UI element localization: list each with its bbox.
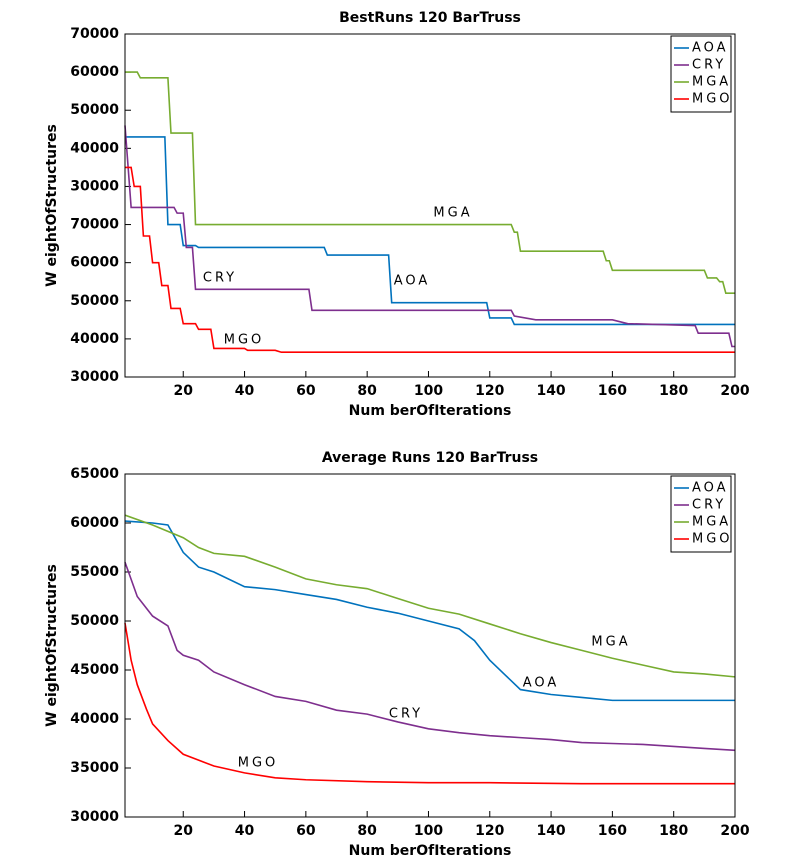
x-tick-label: 200	[720, 823, 749, 839]
y-tick-label: 55000	[70, 564, 119, 580]
annotation: MGA	[591, 635, 630, 650]
series-line	[124, 520, 735, 702]
y-tick-label: 40000	[70, 331, 119, 347]
x-tick-label: 120	[475, 823, 504, 839]
annotation: CRY	[203, 271, 237, 286]
y-tick-label: 70000	[70, 217, 119, 233]
x-tick-label: 20	[173, 383, 193, 399]
x-tick-label: 200	[720, 383, 749, 399]
legend-label: AOA	[692, 41, 729, 56]
annotation: MGO	[224, 333, 265, 348]
x-tick-label: 160	[598, 383, 627, 399]
series-line	[124, 125, 735, 348]
legend-label: AOA	[692, 481, 729, 496]
legend-label: MGA	[692, 515, 731, 530]
y-tick-label: 60000	[70, 515, 119, 531]
y-tick-label: 60000	[70, 255, 119, 271]
x-tick-label: 80	[357, 383, 377, 399]
y-tick-label: 30000	[70, 178, 119, 194]
y-tick-label: 40000	[70, 711, 119, 727]
x-tick-label: 80	[357, 823, 377, 839]
series-line	[125, 166, 735, 354]
x-tick-label: 60	[296, 383, 316, 399]
y-tick-label: 30000	[70, 369, 119, 385]
y-tick-label: 60000	[70, 64, 119, 80]
x-tick-label: 100	[414, 383, 443, 399]
x-tick-label: 100	[414, 823, 443, 839]
annotation: AOA	[394, 274, 431, 289]
x-tick-label: 140	[536, 383, 565, 399]
y-axis-label: W eightOfStructures	[44, 124, 60, 287]
y-tick-label: 50000	[70, 613, 119, 629]
annotation: MGO	[238, 756, 279, 771]
y-tick-label: 70000	[70, 26, 119, 42]
series-line	[124, 622, 735, 785]
chart-title: BestRuns 120 BarTruss	[339, 10, 521, 26]
annotation: AOA	[523, 676, 560, 691]
x-tick-label: 40	[235, 383, 255, 399]
x-axis-label: Num berOfIterations	[349, 843, 512, 859]
annotation: CRY	[389, 707, 423, 722]
y-tick-label: 65000	[70, 466, 119, 482]
y-tick-label: 40000	[70, 140, 119, 156]
legend-label: CRY	[692, 58, 726, 73]
x-tick-label: 180	[659, 383, 688, 399]
x-tick-label: 140	[536, 823, 565, 839]
x-axis-label: Num berOfIterations	[349, 403, 512, 419]
x-tick-label: 60	[296, 823, 316, 839]
y-tick-label: 30000	[70, 809, 119, 825]
y-axis-label: W eightOfStructures	[44, 564, 60, 727]
x-tick-label: 120	[475, 383, 504, 399]
series-line	[124, 514, 736, 678]
chart-title: Average Runs 120 BarTruss	[322, 450, 538, 466]
series-line	[125, 136, 735, 326]
series-line	[125, 71, 735, 294]
y-tick-label: 45000	[70, 662, 119, 678]
legend-label: MGA	[692, 75, 731, 90]
y-tick-label: 35000	[70, 760, 119, 776]
plot-box	[124, 473, 736, 818]
annotation: MGA	[433, 206, 472, 221]
series-line	[124, 561, 736, 752]
plot-box	[124, 33, 736, 378]
legend-label: MGO	[692, 532, 733, 547]
legend-label: CRY	[692, 498, 726, 513]
legend-label: MGO	[692, 92, 733, 107]
y-tick-label: 50000	[70, 102, 119, 118]
x-tick-label: 160	[598, 823, 627, 839]
y-tick-label: 50000	[70, 293, 119, 309]
x-tick-label: 20	[173, 823, 193, 839]
x-tick-label: 180	[659, 823, 688, 839]
x-tick-label: 40	[235, 823, 255, 839]
